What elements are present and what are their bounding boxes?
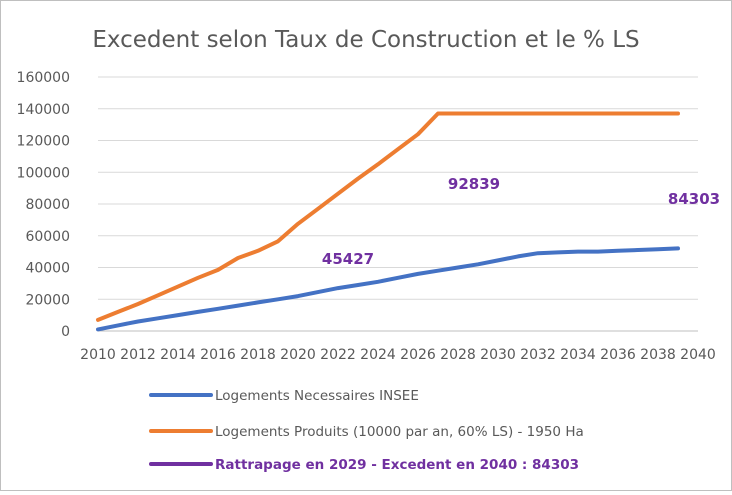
legend-label: Logements Necessaires INSEE (215, 388, 419, 404)
y-tick-label: 60000 (25, 229, 70, 245)
x-tick-label: 2022 (320, 347, 356, 363)
x-tick-label: 2012 (120, 347, 156, 363)
legend-label: Logements Produits (10000 par an, 60% LS… (215, 424, 584, 440)
x-tick-label: 2028 (440, 347, 476, 363)
y-tick-label: 120000 (17, 134, 70, 150)
x-tick-label: 2038 (640, 347, 676, 363)
gridlines (98, 76, 698, 332)
x-tick-label: 2032 (520, 347, 556, 363)
x-axis-ticks: 2010 2012 2014 2016 2018 2020 2022 2024 2026 2028… (80, 347, 716, 363)
x-tick-label: 2036 (600, 347, 636, 363)
x-tick-label: 2016 (200, 347, 236, 363)
y-tick-label: 0 (61, 324, 70, 340)
y-tick-label: 40000 (25, 261, 70, 277)
data-annotation-label: 92839 (448, 175, 500, 193)
series-lines (96, 111, 680, 332)
x-tick-label: 2040 (680, 347, 716, 363)
series-line (96, 111, 680, 322)
x-tick-label: 2030 (480, 347, 516, 363)
chart-title: Excedent selon Taux de Construction et l… (92, 27, 639, 53)
x-tick-label: 2034 (560, 347, 596, 363)
x-tick-label: 2024 (360, 347, 396, 363)
x-tick-label: 2014 (160, 347, 196, 363)
data-annotation-label: 84303 (668, 190, 720, 208)
data-annotation-label: 45427 (322, 250, 374, 268)
y-tick-label: 20000 (25, 292, 70, 308)
y-tick-label: 80000 (25, 197, 70, 213)
y-tick-label: 160000 (17, 70, 70, 86)
y-tick-label: 100000 (17, 165, 70, 181)
y-tick-label: 140000 (17, 102, 70, 118)
y-axis-ticks: 0 20000 40000 60000 80000 100000 120000 140000 1… (17, 70, 70, 340)
x-tick-label: 2026 (400, 347, 436, 363)
legend-label: Rattrapage en 2029 - Excedent en 2040 : … (215, 457, 579, 473)
x-tick-label: 2010 (80, 347, 116, 363)
data-annotations: 45427 92839 84303 (322, 175, 720, 268)
legend: Logements Necessaires INSEE Logements Pro… (149, 388, 584, 473)
series-line (96, 246, 680, 332)
x-tick-label: 2020 (280, 347, 316, 363)
x-tick-label: 2018 (240, 347, 276, 363)
